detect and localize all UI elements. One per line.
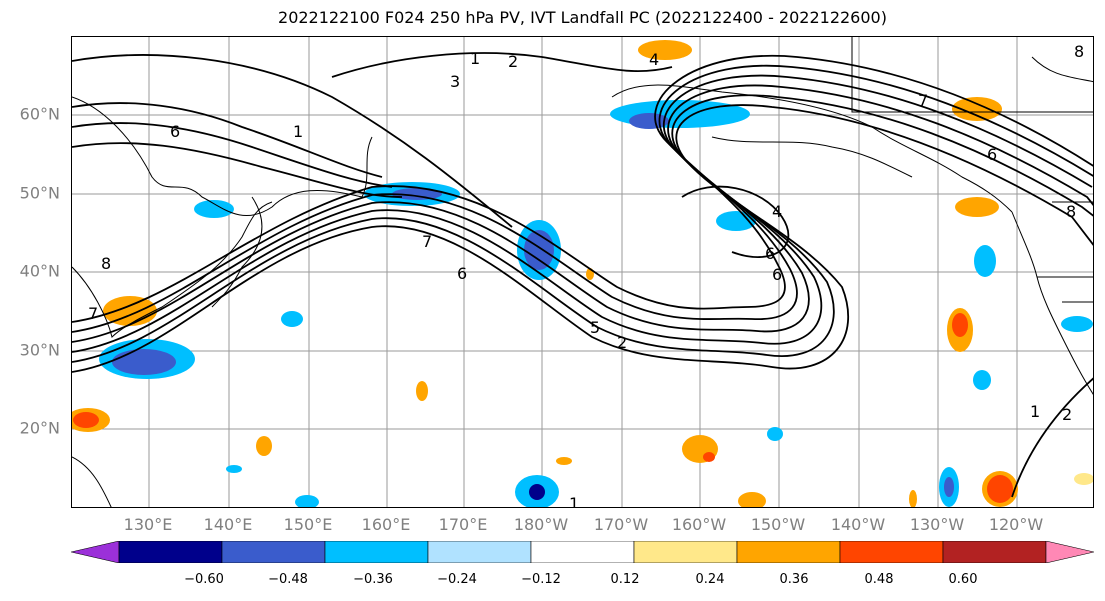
contour-label: 4 bbox=[772, 202, 782, 221]
contour-label: 6 bbox=[457, 264, 467, 283]
lat-label: 30°N bbox=[19, 340, 60, 360]
colorbar-segment bbox=[839, 541, 944, 563]
contour-label: 6 bbox=[772, 265, 782, 284]
pv-contour-3 bbox=[72, 94, 1093, 363]
ivt-positive-patch bbox=[638, 40, 692, 60]
contour-label: 2 bbox=[1062, 405, 1072, 424]
lon-label: 120°W bbox=[988, 515, 1044, 534]
pv-contours bbox=[72, 52, 1093, 498]
colorbar-tick-label: −0.12 bbox=[521, 572, 561, 587]
colorbar-tick-label: −0.24 bbox=[437, 572, 477, 587]
contour-label: 7 bbox=[88, 304, 98, 323]
ivt-positive-patch bbox=[952, 97, 1002, 121]
pv-contour-7 bbox=[72, 54, 1093, 323]
colorbar-tick-label: 0.12 bbox=[610, 572, 640, 587]
lon-label: 160°W bbox=[671, 515, 727, 534]
contour-label: 8 bbox=[101, 254, 111, 273]
colorbar-tick-label: 0.36 bbox=[779, 572, 809, 587]
colorbar-tick-label: −0.36 bbox=[353, 572, 393, 587]
lat-label: 20°N bbox=[19, 418, 60, 438]
contour-label: 3 bbox=[450, 72, 460, 91]
pv-contour-2 bbox=[72, 104, 1093, 373]
colorbar-segment bbox=[530, 541, 635, 563]
contour-label: 7 bbox=[918, 91, 928, 110]
lat-label: 60°N bbox=[19, 104, 60, 124]
lon-label: 140°W bbox=[830, 515, 886, 534]
graticule bbox=[72, 37, 1093, 507]
lon-label: 130°E bbox=[123, 515, 173, 534]
colorbar-tick-label: −0.60 bbox=[184, 572, 224, 587]
contour-label: 1 bbox=[569, 494, 579, 508]
contour-label: 2 bbox=[617, 333, 627, 352]
lon-label: 150°W bbox=[750, 515, 806, 534]
contour-label: 6 bbox=[765, 244, 775, 263]
pv-contour-4 bbox=[72, 84, 1093, 353]
colorbar-tick-label: 0.48 bbox=[864, 572, 894, 587]
lon-label: 180°W bbox=[513, 515, 569, 534]
ivt-shading bbox=[72, 40, 1093, 507]
colorbar-tick-label: −0.48 bbox=[268, 572, 308, 587]
contour-label: 4 bbox=[649, 50, 659, 69]
contour-label: 1 bbox=[470, 49, 480, 68]
map-panel: 1 2 3 4 6 7 8 1 2 5 6 7 4 6 6 8 7 6 1 2 … bbox=[71, 36, 1094, 508]
contour-label: 6 bbox=[987, 145, 997, 164]
contour-label: 5 bbox=[590, 318, 600, 337]
colorbar-tick-label: 0.60 bbox=[948, 572, 978, 587]
lon-label: 140°E bbox=[203, 515, 253, 534]
colorbar-segment bbox=[118, 541, 223, 563]
contour-label-group: 1 2 3 4 6 7 8 1 2 5 6 7 4 6 6 8 7 6 1 2 … bbox=[88, 42, 1084, 508]
contour-label: 6 bbox=[170, 122, 180, 141]
ivt-negative-patch bbox=[716, 211, 756, 231]
ivt-positive-patch bbox=[955, 197, 999, 217]
colorbar-segment bbox=[736, 541, 841, 563]
contour-label: 1 bbox=[1030, 402, 1040, 421]
lon-label: 160°E bbox=[361, 515, 411, 534]
lon-label: 130°W bbox=[909, 515, 965, 534]
lon-label: 150°E bbox=[283, 515, 333, 534]
colorbar-segment bbox=[221, 541, 326, 563]
lon-label: 170°E bbox=[438, 515, 488, 534]
map-canvas: 1 2 3 4 6 7 8 1 2 5 6 7 4 6 6 8 7 6 1 2 … bbox=[72, 37, 1093, 508]
colorbar-extend-high bbox=[1045, 541, 1094, 563]
colorbar-segment bbox=[427, 541, 532, 563]
coastlines bbox=[72, 37, 1093, 507]
contour-label: 7 bbox=[422, 232, 432, 251]
contour-label: 2 bbox=[508, 52, 518, 71]
colorbar-segment bbox=[942, 541, 1047, 563]
colorbar-extend-low bbox=[71, 541, 120, 563]
lon-label: 170°W bbox=[593, 515, 649, 534]
contour-label: 1 bbox=[293, 122, 303, 141]
lat-label: 40°N bbox=[19, 261, 60, 281]
contour-label: 8 bbox=[1074, 42, 1084, 61]
colorbar-tick-label: 0.24 bbox=[695, 572, 725, 587]
lat-label: 50°N bbox=[19, 183, 60, 203]
map-title: 2022122100 F024 250 hPa PV, IVT Landfall… bbox=[278, 8, 887, 27]
pv-contour-5 bbox=[72, 74, 1093, 343]
colorbar-segment bbox=[633, 541, 738, 563]
colorbar-segment bbox=[324, 541, 429, 563]
contour-label: 8 bbox=[1066, 202, 1076, 221]
colorbar bbox=[71, 541, 1094, 563]
